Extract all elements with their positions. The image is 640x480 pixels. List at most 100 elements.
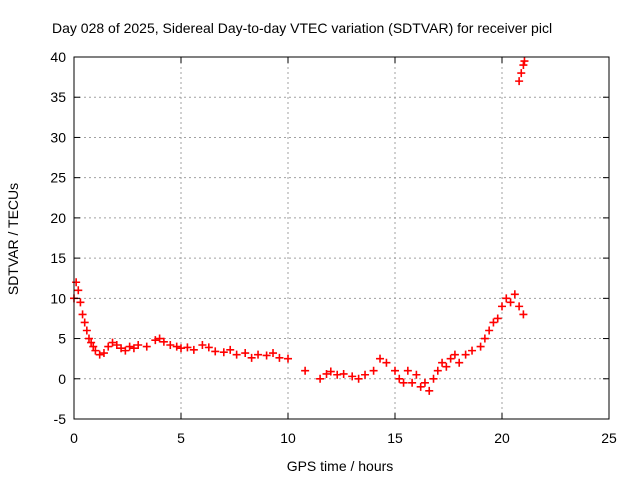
data-point [301,366,310,375]
data-point [391,366,399,375]
data-point [333,370,342,379]
x-axis-title: GPS time / hours [287,458,394,474]
data-point [247,353,256,362]
data-point [72,278,81,287]
data-point [493,314,502,323]
data-point [284,354,292,363]
data-point [517,69,526,78]
data-point [189,345,198,354]
data-point [121,346,130,355]
y-tick-label: 40 [50,49,66,65]
data-point [226,345,235,354]
data-point [232,350,241,359]
data-point [442,362,451,371]
data-point [74,286,83,295]
data-point [489,318,498,327]
data-point [425,386,434,395]
y-tick-label: 20 [50,210,66,226]
chart-title: Day 028 of 2025, Sidereal Day-to-day VTE… [52,20,552,36]
x-tick-label: 0 [70,430,78,446]
grid [74,57,609,419]
data-point [369,366,378,375]
data-point [129,344,138,353]
data-point [76,298,85,307]
data-point [89,342,98,351]
x-tick-label: 20 [494,430,510,446]
data-point [408,378,417,387]
data-point [275,353,284,362]
data-point [95,350,104,359]
x-tick-label: 10 [280,430,296,446]
y-tick-label: 5 [58,331,66,347]
data-point [322,369,331,378]
data-point [476,342,485,351]
data-point [480,334,489,343]
data-point [108,338,117,347]
data-point [198,340,207,349]
data-point [177,344,185,353]
data-point [241,349,250,358]
data-point [82,326,91,335]
data-point [80,318,89,327]
data-point [416,382,425,391]
y-tick-label: 25 [50,170,66,186]
data-point [506,298,515,307]
data-point [461,350,470,359]
x-tick-label: 15 [387,430,403,446]
data-point [348,372,357,381]
data-point [204,343,213,352]
data-point [91,346,100,355]
data-point [433,366,442,375]
x-tick-label: 25 [601,430,617,446]
data-point [112,340,121,349]
plot-frame [73,56,610,420]
data-point [412,370,421,379]
data-point [166,340,175,349]
data-point [316,374,325,383]
data-point [326,367,335,376]
data-point [339,369,348,378]
data-point [104,342,113,351]
y-axis-title: SDTVAR / TECUs [5,183,21,295]
data-point [84,334,93,343]
y-tick-label: 35 [50,89,66,105]
data-point [172,342,181,351]
data-point [502,294,511,303]
data-point [438,358,447,367]
data-point [151,336,160,345]
data-point [446,354,455,363]
data-point [361,370,370,379]
y-tick-label: -5 [54,411,67,427]
data-marks [70,57,529,395]
y-tick-label: 10 [50,290,66,306]
data-point [429,374,438,383]
data-point [519,310,528,319]
x-tick-label: 5 [177,430,185,446]
data-point [211,347,220,356]
data-point [99,349,108,358]
data-point [399,378,408,387]
data-point [403,366,412,375]
data-point [515,77,524,86]
data-point [125,342,134,351]
data-point [485,326,494,335]
data-point [155,334,164,343]
data-point [134,340,143,349]
y-tick-label: 0 [58,371,66,387]
data-point [515,302,524,311]
data-point [117,344,126,353]
data-point [519,61,528,70]
data-point [376,354,385,363]
axis-ticks [73,56,610,420]
data-point [382,358,391,367]
data-point [395,374,404,383]
data-point [450,350,459,359]
data-point [262,351,271,360]
y-tick-label: 30 [50,129,66,145]
data-point [510,290,519,299]
data-point [455,358,464,367]
data-point [159,337,168,346]
